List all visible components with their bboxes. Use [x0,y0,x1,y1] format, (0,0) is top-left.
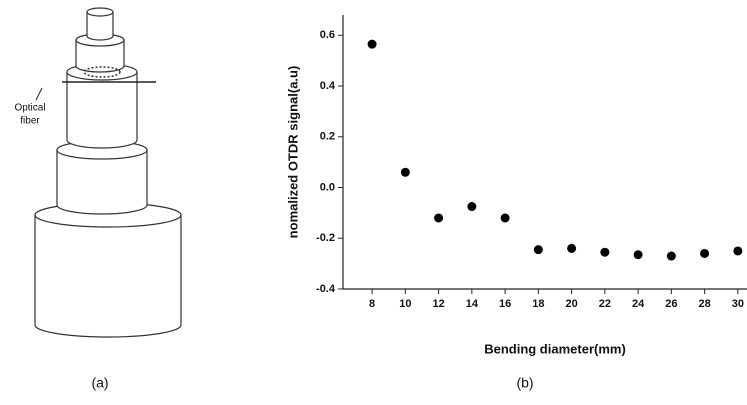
cylinder [75,39,125,73]
x-tick-label: 18 [532,298,544,310]
point [500,213,510,223]
point [533,245,543,255]
x-axis-label: Bending diameter(mm) [484,341,626,356]
point [434,213,444,223]
y-axis-label: nomalized OTDR signal(a.u) [285,66,300,239]
cylinder [34,214,182,338]
cylinder-diagram: Optical fiber [14,7,182,338]
x-tick-label: 24 [632,298,645,310]
x-tick-label: 30 [732,298,744,310]
point [400,167,410,177]
cylinder [56,149,148,215]
y-tick-label: 0.6 [320,29,335,41]
x-tick-label: 12 [432,298,444,310]
point [666,251,676,261]
cylinder [86,11,114,41]
point [367,39,377,49]
y-tick-label: 0.4 [320,80,336,92]
y-tick-label: -0.4 [316,283,336,295]
x-tick-label: 28 [698,298,710,310]
x-tick-label: 26 [665,298,677,310]
x-tick-label: 10 [399,298,411,310]
x-tick-label: 16 [499,298,511,310]
cylinder [66,71,138,149]
point [733,246,743,256]
point [633,250,643,260]
point [600,247,610,257]
panel-label: (b) [516,375,533,391]
cylinder-top [86,7,114,17]
point [467,202,477,212]
x-tick-label: 8 [369,298,375,310]
y-tick-label: 0.0 [320,181,335,193]
annotation: fiber [20,116,40,127]
pointer-arrow [35,87,43,101]
x-tick-label: 14 [466,298,479,310]
x-tick-label: 22 [599,298,611,310]
fiber-loop [83,66,121,78]
y-tick-label: 0.2 [320,131,335,143]
panel-label: (a) [91,375,108,391]
x-tick-label: 20 [565,298,577,310]
point [700,248,710,258]
y-tick-label: -0.2 [316,232,335,244]
annotation: Optical [14,103,45,114]
point [567,243,577,253]
